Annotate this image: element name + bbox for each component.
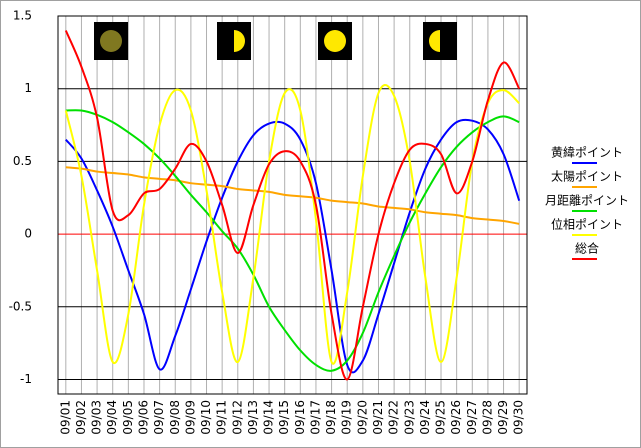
x-tick-label: 09/11 (215, 400, 229, 435)
x-tick-label: 09/07 (152, 400, 166, 435)
x-tick-label: 09/15 (277, 400, 291, 435)
x-tick-label: 09/05 (121, 400, 135, 435)
x-tick-label: 09/20 (355, 400, 369, 435)
x-tick-label: 09/12 (230, 400, 244, 435)
x-tick-label: 09/28 (480, 400, 494, 435)
legend-label: 太陽ポイント (551, 169, 623, 184)
x-tick-label: 09/16 (293, 400, 307, 435)
x-tick-label: 09/02 (74, 400, 88, 435)
x-tick-label: 09/29 (496, 400, 510, 435)
x-tick-label: 09/22 (387, 400, 401, 435)
moon-first-quarter (234, 30, 245, 52)
x-tick-label: 09/23 (402, 400, 416, 435)
y-tick-label: 1 (24, 81, 32, 95)
series-line (64, 84, 520, 365)
x-tick-label: 09/19 (340, 400, 354, 435)
x-tick-label: 09/09 (183, 400, 197, 435)
plot-border (57, 15, 528, 395)
x-tick-label: 09/21 (371, 400, 385, 435)
x-tick-label: 09/24 (418, 400, 432, 435)
legend-label: 月距離ポイント (545, 194, 629, 208)
moon-icons (94, 22, 457, 60)
x-tick-label: 09/01 (58, 400, 72, 435)
series-line (65, 166, 520, 225)
x-tick-label: 09/08 (168, 400, 182, 435)
x-tick-label: 09/14 (262, 400, 276, 435)
x-tick-label: 09/26 (449, 400, 463, 435)
moon-full (324, 30, 346, 52)
y-tick-label: 0 (24, 227, 32, 241)
legend-label: 位相ポイント (551, 217, 623, 232)
series-line (65, 109, 520, 372)
y-tick-label: 1.5 (13, 9, 32, 23)
x-tick-label: 09/06 (136, 400, 150, 435)
x-tick-label: 09/30 (512, 400, 526, 435)
x-tick-label: 09/17 (308, 400, 322, 435)
x-tick-label: 09/25 (434, 400, 448, 435)
legend-label: 黄緯ポイント (551, 145, 623, 160)
x-tick-label: 09/03 (90, 400, 104, 435)
x-tick-label: 09/27 (465, 400, 479, 435)
legend-label: 総合 (575, 241, 599, 256)
x-tick-label: 09/04 (105, 400, 119, 435)
y-tick-label: -1 (20, 372, 32, 386)
y-tick-label: 0.5 (13, 154, 32, 168)
moon-new (100, 30, 122, 52)
series-line (65, 118, 521, 374)
x-tick-label: 09/10 (199, 400, 213, 435)
x-tick-label: 09/18 (324, 400, 338, 435)
series-line (64, 30, 521, 381)
x-tick-label: 09/13 (246, 400, 260, 435)
moon-last-quarter (429, 30, 440, 52)
y-tick-label: -0.5 (9, 299, 32, 313)
